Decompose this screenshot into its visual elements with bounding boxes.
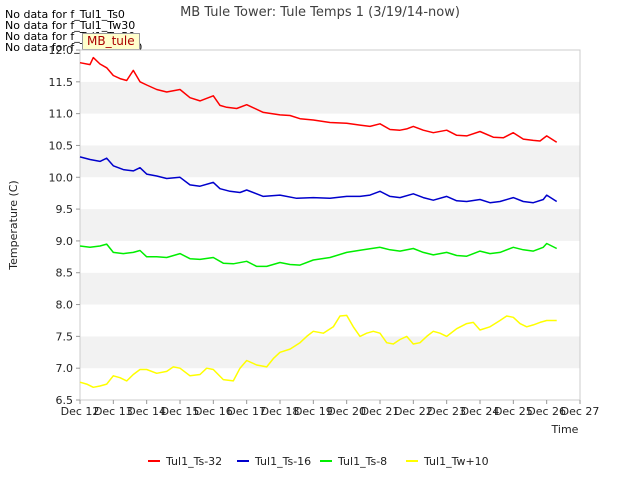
legend-label: Tul1_Ts-16 (254, 455, 311, 468)
y-tick-label: 7.0 (56, 362, 74, 375)
grid-band (80, 177, 580, 210)
x-tick-label: Dec 22 (394, 405, 433, 418)
x-tick-label: Dec 19 (294, 405, 333, 418)
x-tick-label: Dec 15 (161, 405, 200, 418)
series-line-Tul1_Ts-8 (79, 242, 558, 268)
no-data-message: No data for f_Tul1_Ts0 (5, 8, 125, 21)
grid-band (80, 368, 580, 400)
y-tick-label: 10.0 (49, 171, 74, 184)
legend-label: Tul1_Ts-8 (337, 455, 387, 468)
grid-band (80, 81, 580, 114)
x-tick-label: Dec 18 (261, 405, 300, 418)
x-tick-label: Dec 26 (527, 405, 566, 418)
x-tick-label: Dec 24 (461, 405, 500, 418)
x-tick-label: Dec 25 (494, 405, 533, 418)
grid-band (80, 50, 580, 82)
no-data-message: No data for f_Tul1_Tw50 (5, 30, 136, 43)
y-axis-label: Temperature (C) (7, 180, 20, 270)
no-data-message: No data for f_Tul1_Tw30 (5, 19, 136, 32)
x-tick-label: Dec 17 (227, 405, 266, 418)
y-tick-label: 6.5 (56, 394, 74, 407)
x-tick-label: Dec 20 (327, 405, 366, 418)
y-tick-label: 11.0 (49, 108, 74, 121)
y-tick-label: 9.5 (56, 203, 74, 216)
legend-label: Tul1_Ts-32 (165, 455, 222, 468)
grid-band (80, 145, 580, 178)
y-tick-label: 12.0 (49, 44, 74, 57)
site-badge: MB_tule (82, 33, 140, 50)
no-data-message: No data for f_Tul1_Tw100 (5, 41, 143, 54)
series-line-Tul1_Ts-32 (79, 56, 558, 143)
y-tick-label: 7.5 (56, 330, 74, 343)
x-tick-label: Dec 12 (61, 405, 100, 418)
grid-band (80, 336, 580, 369)
y-tick-label: 11.5 (49, 76, 74, 89)
grid-band (80, 113, 580, 146)
series-line-Tul1_Ts-16 (79, 156, 558, 204)
x-tick-label: Dec 27 (561, 405, 600, 418)
x-tick-label: Dec 14 (127, 405, 166, 418)
grid-band (80, 304, 580, 337)
x-axis-label: Time (551, 423, 579, 436)
series-line-Tul1_Tw+10 (79, 314, 557, 389)
legend-label: Tul1_Tw+10 (423, 455, 489, 468)
y-tick-label: 10.5 (49, 139, 74, 152)
x-tick-label: Dec 16 (194, 405, 233, 418)
x-tick-label: Dec 13 (94, 405, 133, 418)
x-tick-label: Dec 23 (427, 405, 466, 418)
grid-band (80, 272, 580, 305)
y-tick-label: 9.0 (56, 235, 74, 248)
x-tick-label: Dec 21 (361, 405, 400, 418)
y-tick-label: 8.0 (56, 299, 74, 312)
chart-title: MB Tule Tower: Tule Temps 1 (3/19/14-now… (180, 5, 460, 20)
plot-frame (79, 49, 581, 401)
y-tick-label: 8.5 (56, 267, 74, 280)
grid-band (80, 209, 580, 241)
